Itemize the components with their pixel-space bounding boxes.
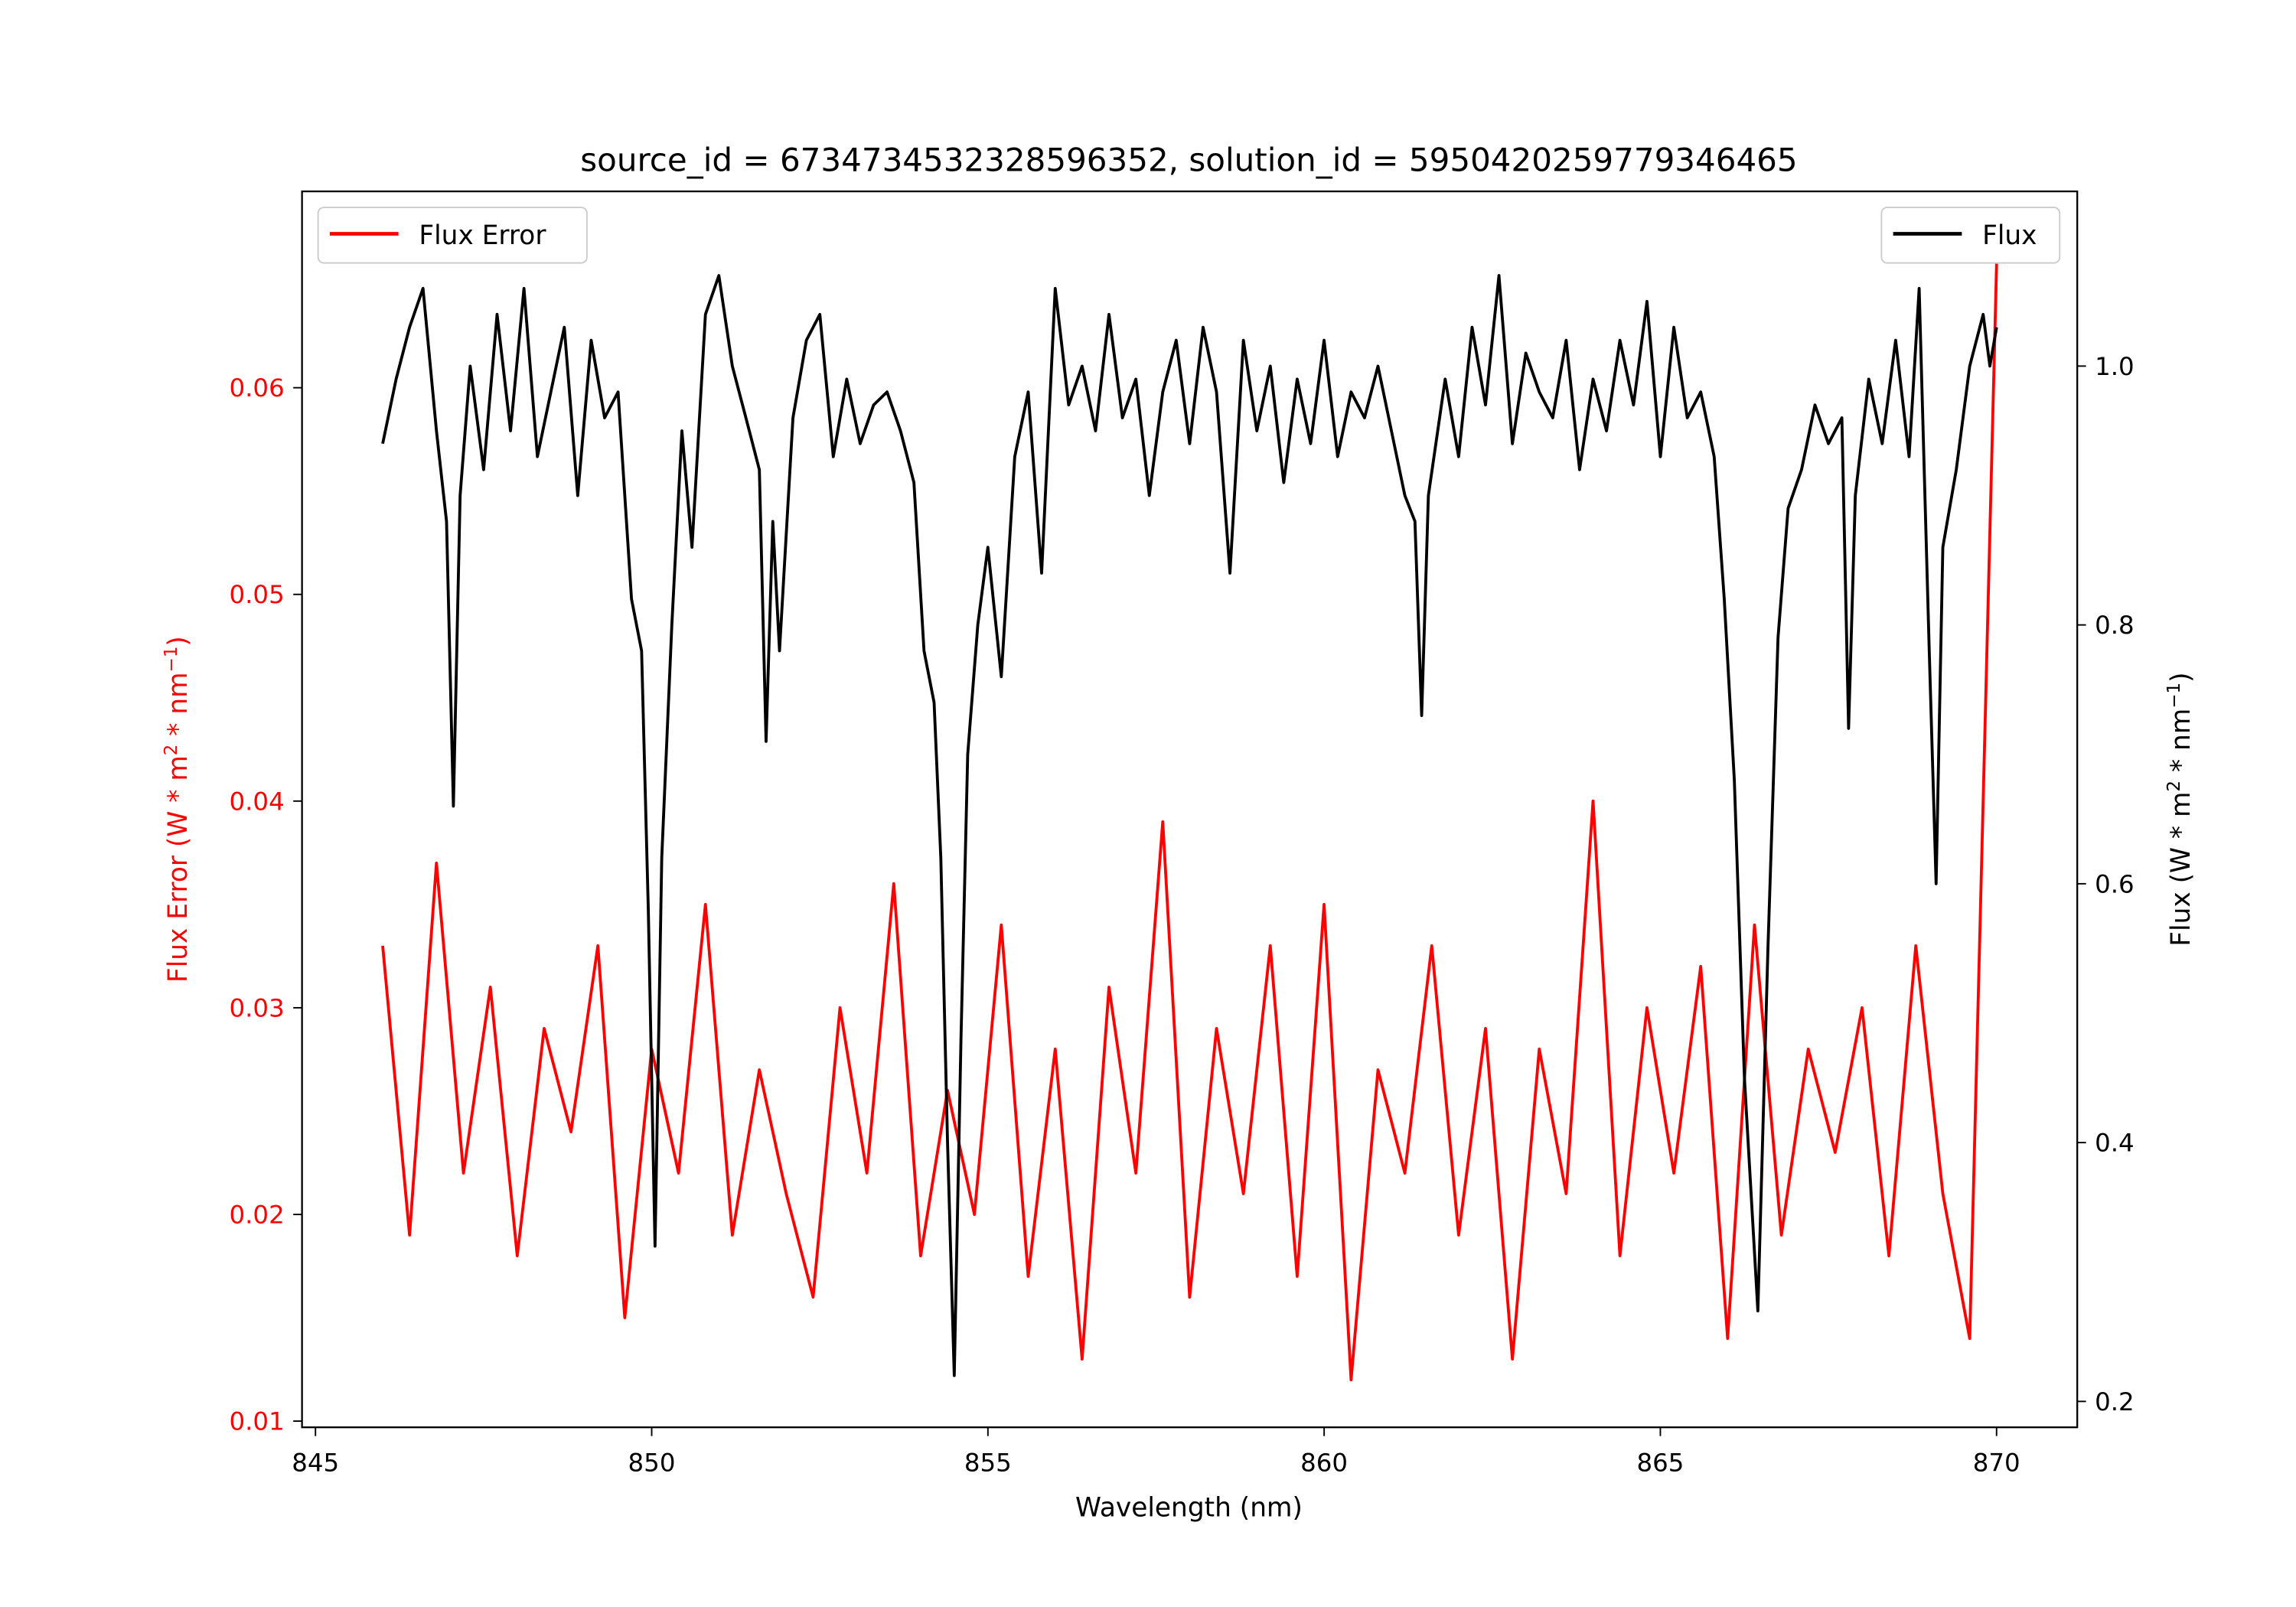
legend-box [1880,207,2061,264]
y-left-tick-label: 0.03 [229,993,284,1022]
figure-background [15,0,2281,1607]
y-left-tick-label: 0.02 [229,1200,284,1229]
legend-box [317,207,588,264]
legend-label-flux: Flux [1982,220,2037,251]
x-tick-label: 860 [1300,1448,1348,1477]
y-left-tick-label: 0.04 [229,787,284,816]
y-right-tick-label: 0.2 [2095,1387,2135,1416]
y-axis-left-label: Flux Error (W * m2 * nm−1) [161,636,194,983]
x-tick-label: 870 [1973,1448,2020,1477]
series-layer [381,263,1998,1382]
x-tick-label: 845 [292,1448,339,1477]
y-right-tick-label: 0.8 [2095,611,2135,640]
x-axis-label: Wavelength (nm) [1075,1493,1303,1524]
series-flux-line [381,274,1998,1377]
legend-label-flux-error: Flux Error [419,220,546,251]
x-tick-label: 850 [628,1448,676,1477]
chart-title: source_id = 6734734532328596352, solutio… [580,141,1797,178]
y-right-tick-label: 1.0 [2095,352,2135,381]
y-left-tick-label: 0.05 [229,580,284,609]
x-tick-label: 865 [1636,1448,1684,1477]
y-left-tick-label: 0.01 [229,1407,284,1436]
x-tick-label: 855 [964,1448,1012,1477]
legend-flux: Flux [1880,207,2061,264]
legend-flux-error: Flux Error [317,207,588,264]
y-right-tick-label: 0.4 [2095,1129,2135,1158]
plot-frame [301,190,2079,1429]
ticks-layer: 845 850 855 860 865 870 0.01 0.02 0.03 0.04 0.05 0.… [229,352,2134,1478]
y-right-tick-label: 0.6 [2095,869,2135,898]
y-left-tick-label: 0.06 [229,373,284,403]
y-axis-right-label: Flux (W * m2 * nm−1) [2164,673,2197,947]
